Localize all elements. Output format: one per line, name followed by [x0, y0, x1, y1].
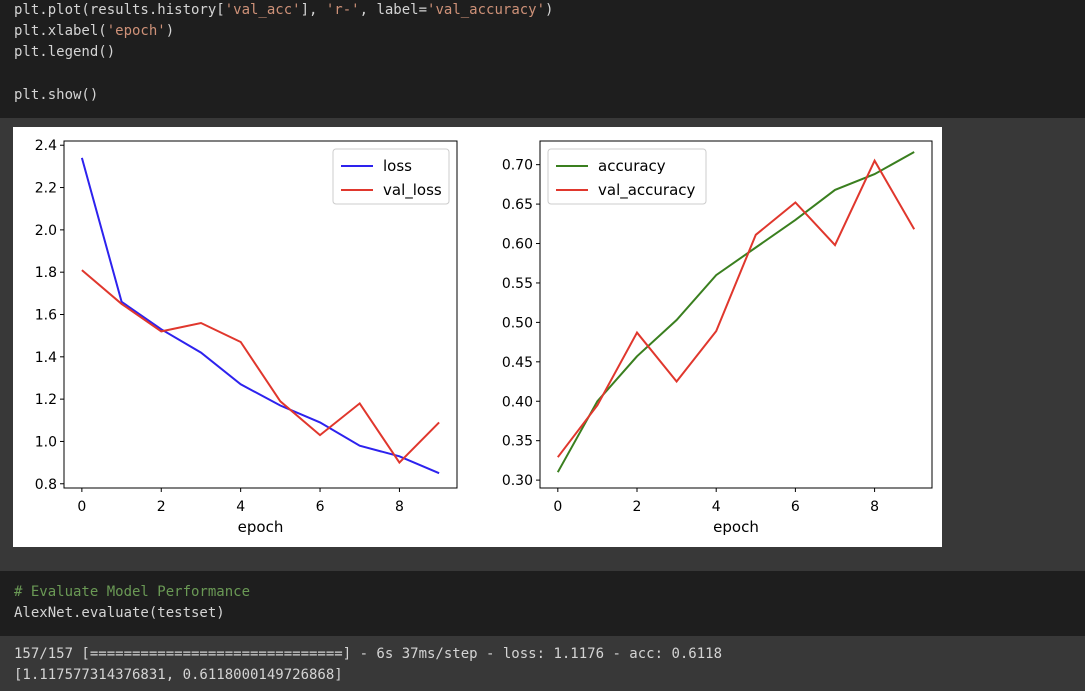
code-cell-evaluate[interactable]: # Evaluate Model Performance AlexNet.eva… [0, 571, 1085, 636]
code-line-1: plt.plot(results.history['val_acc'], 'r-… [14, 2, 554, 18]
x-tick-label: 8 [395, 499, 404, 515]
code-line-2: plt.xlabel('epoch') [14, 23, 175, 39]
y-tick-label: 1.4 [35, 350, 57, 366]
x-tick-label: 8 [870, 499, 879, 515]
y-tick-label: 0.40 [502, 394, 533, 410]
y-tick-label: 0.60 [502, 237, 533, 253]
series-line-accuracy [556, 151, 915, 473]
code-line-3: plt.legend() [14, 44, 116, 60]
y-tick-label: 0.55 [502, 276, 533, 292]
y-tick-label: 0.35 [502, 434, 533, 450]
legend-label: accuracy [598, 157, 666, 175]
y-tick-label: 0.30 [502, 473, 533, 489]
x-tick-label: 6 [316, 499, 325, 515]
code-line-5: plt.show() [14, 87, 99, 103]
evaluate-output-area: 157/157 [==============================]… [0, 636, 1085, 691]
y-tick-label: 2.4 [35, 138, 57, 154]
y-tick-label: 0.45 [502, 355, 533, 371]
code-evaluate-call: AlexNet.evaluate(testset) [14, 605, 225, 621]
y-tick-label: 0.50 [502, 315, 533, 331]
y-tick-label: 0.8 [35, 477, 57, 493]
x-axis-label: epoch [238, 518, 284, 536]
y-tick-label: 1.0 [35, 434, 57, 450]
legend-label: loss [383, 157, 412, 175]
y-tick-label: 2.2 [35, 181, 57, 197]
y-tick-label: 0.65 [502, 197, 533, 213]
x-tick-label: 2 [157, 499, 166, 515]
progress-line: 157/157 [==============================]… [14, 646, 723, 662]
axes-frame [539, 140, 933, 489]
x-tick-label: 4 [712, 499, 721, 515]
y-tick-label: 1.6 [35, 308, 57, 324]
legend-label: val_accuracy [598, 181, 696, 200]
y-tick-label: 0.70 [502, 158, 533, 174]
x-tick-label: 2 [633, 499, 642, 515]
series-line-val_accuracy [557, 158, 916, 458]
series-line-loss [80, 157, 440, 475]
x-tick-label: 0 [553, 499, 562, 515]
legend: loss val_loss [332, 148, 450, 205]
y-tick-label: 1.2 [35, 392, 57, 408]
code-cell-plot[interactable]: plt.plot(results.history['val_acc'], 'r-… [0, 0, 1085, 118]
series-line-val_loss [81, 269, 440, 465]
x-axis-label: epoch [713, 518, 759, 536]
figure-canvas: 0.8 1.0 1.2 1.4 1.6 1.8 2.0 2.2 2.4 0 2 4 6 8 epoch los… [35, 138, 933, 536]
chart-1: 0.8 1.0 1.2 1.4 1.6 1.8 2.0 2.2 2.4 0 2 4 6 8 epoch los… [35, 138, 458, 536]
x-tick-label: 0 [77, 499, 86, 515]
chart-2: 0.30 0.35 0.40 0.45 0.50 0.55 0.60 0.65 0.70 0 2 4 6… [502, 140, 933, 536]
plot-figure: 0.8 1.0 1.2 1.4 1.6 1.8 2.0 2.2 2.4 0 2 4 6 8 epoch los… [13, 127, 942, 547]
x-tick-label: 6 [791, 499, 800, 515]
code-comment: # Evaluate Model Performance [14, 584, 251, 600]
result-line: [1.117577314376831, 0.6118000149726868] [14, 667, 343, 683]
y-tick-label: 1.8 [35, 265, 57, 281]
x-tick-label: 4 [236, 499, 245, 515]
legend-label: val_loss [383, 181, 442, 200]
legend: accuracy val_accuracy [547, 148, 707, 205]
y-tick-label: 2.0 [35, 223, 57, 239]
